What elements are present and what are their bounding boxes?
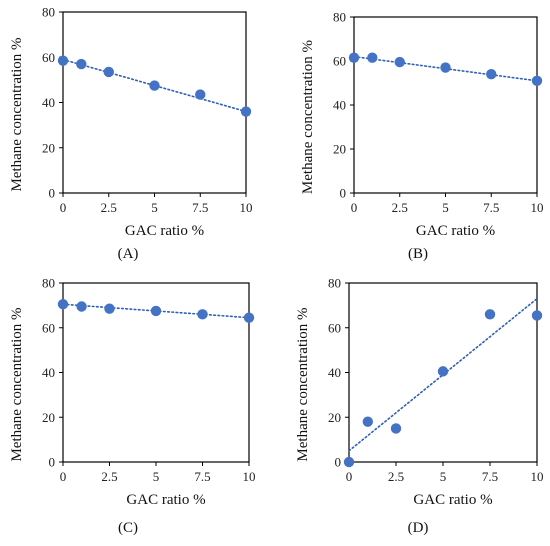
y-tick-label: 60 — [333, 54, 346, 69]
y-tick-label: 20 — [328, 410, 341, 425]
data-point — [57, 299, 69, 310]
data-point — [531, 75, 543, 87]
y-tick-label: 40 — [42, 95, 55, 110]
x-tick-label: 5 — [153, 469, 160, 484]
y-tick-label: 40 — [333, 98, 346, 113]
chart-panel: 0 20 40 60 80 0 2.5 5 7.5 10 GAC ratio % Methane co… — [9, 276, 256, 537]
x-tick-label: 10 — [531, 200, 544, 215]
y-tick-label: 0 — [340, 186, 347, 201]
x-tick-label: 7.5 — [482, 469, 498, 484]
x-tick-label: 7.5 — [192, 200, 208, 215]
panel-label: (D) — [408, 520, 429, 536]
x-tick-label: 7.5 — [194, 469, 210, 484]
chart-panel: 0 20 40 60 80 0 2.5 5 7.5 10 GAC ratio % Methane co… — [295, 276, 544, 537]
y-tick-label: 40 — [42, 365, 55, 380]
chart-panel: 0 20 40 60 80 0 2.5 5 7.5 10 GAC ratio % Methane co… — [9, 5, 253, 263]
trendline — [348, 297, 538, 452]
data-point — [76, 301, 87, 312]
x-tick-label: 0 — [346, 469, 353, 484]
y-tick-label: 60 — [328, 320, 341, 335]
data-point — [348, 52, 360, 63]
y-tick-label: 20 — [42, 140, 55, 155]
y-tick-label: 60 — [42, 320, 55, 335]
plot-area-frame — [353, 16, 538, 194]
y-axis-title: Methane concentration % — [9, 37, 25, 191]
data-point — [197, 309, 208, 320]
data-point — [57, 55, 69, 66]
x-axis-title: GAC ratio % — [126, 492, 205, 508]
data-point — [367, 52, 378, 63]
data-point — [240, 106, 252, 117]
data-point — [243, 312, 255, 323]
chart-panel: 0 20 40 60 80 0 2.5 5 7.5 10 GAC ratio % Methane co… — [300, 10, 544, 263]
x-axis-title: GAC ratio % — [125, 223, 204, 239]
x-tick-label: 5 — [151, 200, 158, 215]
trendline — [62, 58, 247, 113]
x-tick-label: 5 — [440, 469, 447, 484]
data-point — [484, 309, 496, 320]
panel-label: (A) — [118, 246, 139, 262]
y-tick-label: 80 — [333, 10, 346, 25]
y-axis-title: Methane concentration % — [295, 307, 311, 461]
y-tick-label: 0 — [335, 455, 342, 470]
data-point — [103, 66, 114, 78]
x-tick-label: 2.5 — [101, 200, 117, 215]
x-tick-label: 0 — [60, 200, 67, 215]
y-tick-label: 0 — [49, 186, 56, 201]
data-point — [195, 89, 206, 100]
y-axis-title: Methane concentration % — [300, 40, 316, 194]
data-point — [486, 69, 497, 80]
y-tick-label: 0 — [49, 455, 56, 470]
y-tick-label: 60 — [42, 50, 55, 65]
y-tick-label: 20 — [42, 410, 55, 425]
x-tick-label: 2.5 — [388, 469, 404, 484]
y-tick-label: 80 — [42, 5, 55, 20]
y-axis-title: Methane concentration % — [9, 307, 25, 461]
plot-area-frame — [62, 11, 247, 194]
y-tick-label: 80 — [42, 276, 55, 291]
x-axis-title: GAC ratio % — [413, 492, 492, 508]
data-point — [437, 366, 449, 377]
x-tick-label: 2.5 — [392, 200, 408, 215]
panel-label: (C) — [118, 520, 138, 536]
data-point — [76, 58, 87, 70]
data-point — [343, 456, 355, 468]
y-tick-label: 80 — [328, 276, 341, 291]
data-point — [150, 305, 162, 317]
data-point — [149, 80, 160, 91]
data-point — [440, 62, 451, 73]
x-tick-label: 10 — [531, 469, 544, 484]
x-tick-label: 10 — [240, 200, 253, 215]
data-point — [390, 423, 402, 434]
x-axis-title: GAC ratio % — [416, 223, 495, 239]
x-tick-label: 2.5 — [101, 469, 117, 484]
x-tick-label: 10 — [243, 469, 256, 484]
x-tick-label: 0 — [351, 200, 358, 215]
data-point — [394, 56, 405, 68]
x-tick-label: 7.5 — [483, 200, 499, 215]
x-tick-label: 0 — [60, 469, 67, 484]
y-tick-label: 20 — [333, 142, 346, 157]
panel-label: (B) — [408, 246, 428, 262]
y-tick-label: 40 — [328, 365, 341, 380]
x-tick-label: 5 — [442, 200, 449, 215]
data-point — [362, 416, 373, 427]
data-point — [104, 303, 115, 314]
data-point — [531, 310, 543, 321]
